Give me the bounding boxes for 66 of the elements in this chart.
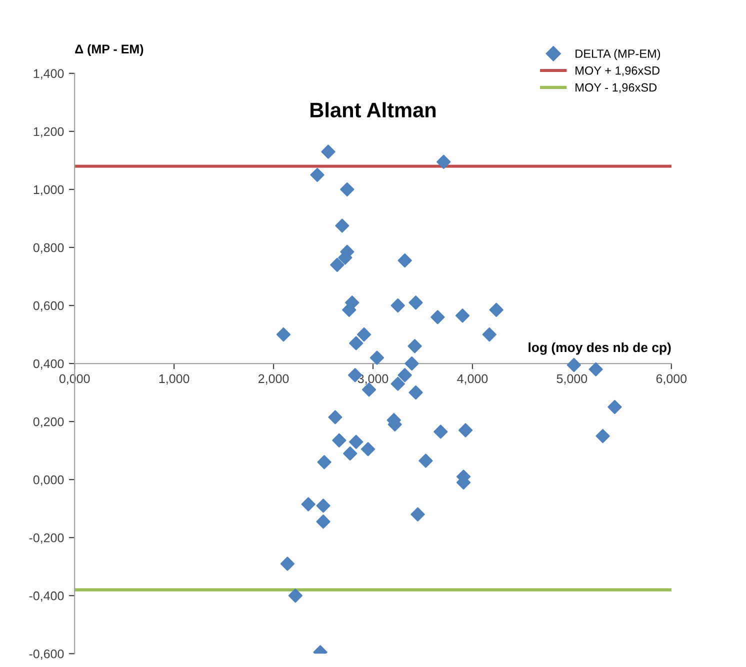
y-tick-label: -0,200: [29, 533, 64, 544]
point: [566, 358, 581, 372]
y-tick-label: 0,200: [33, 417, 64, 428]
x-tick-label: 1,000: [159, 374, 190, 385]
point: [288, 588, 302, 603]
point: [342, 302, 356, 317]
point: [330, 258, 344, 272]
point: [390, 298, 405, 313]
point: [301, 497, 316, 512]
x-axis-title: log (moy des nb de cp): [528, 342, 671, 355]
point: [489, 302, 504, 317]
point: [410, 507, 425, 522]
point: [404, 356, 419, 371]
point: [280, 556, 295, 571]
point: [349, 336, 364, 350]
y-tick-label: 1,200: [34, 127, 64, 138]
point: [310, 168, 324, 182]
point: [335, 218, 350, 233]
point: [608, 400, 622, 414]
y-tick-label: 0,000: [33, 475, 64, 486]
point: [596, 428, 610, 444]
point: [430, 310, 445, 324]
point: [317, 455, 332, 470]
point: [349, 434, 364, 449]
point: [390, 376, 405, 391]
legend-label: DELTA (MP-EM): [576, 49, 660, 60]
y-tick-label: 0,600: [33, 301, 64, 312]
point: [343, 446, 358, 461]
point: [276, 327, 291, 342]
x-tick-label: 4,000: [457, 374, 488, 385]
point: [356, 327, 372, 342]
point: [434, 424, 448, 439]
x-tick-label: 0,000: [59, 374, 90, 385]
x-tick-label: 2,000: [258, 374, 289, 385]
point: [340, 182, 354, 196]
point: [408, 339, 422, 354]
point: [408, 296, 423, 310]
x-tick-label: 3,000: [358, 374, 388, 385]
point: [588, 362, 603, 376]
y-axis-title: Δ (MP - EM): [75, 44, 144, 56]
point: [482, 327, 496, 342]
legend-label: MOY - 1,96xSD: [576, 83, 657, 94]
y-tick-label: 0,800: [33, 243, 64, 254]
legend-label: MOY + 1,96xSD: [576, 66, 660, 76]
point: [332, 433, 346, 448]
y-tick-label: 0,400: [33, 359, 64, 370]
y-tick-label: 1,000: [34, 185, 64, 196]
point: [436, 154, 451, 169]
y-tick-label: 1,400: [34, 69, 64, 80]
x-tick-label: 5,000: [556, 374, 588, 385]
point: [398, 253, 412, 268]
point: [370, 350, 384, 365]
point: [316, 514, 330, 529]
x-tick-label: 6,000: [656, 374, 687, 385]
point: [458, 423, 473, 438]
point: [455, 308, 470, 323]
point: [398, 368, 412, 382]
y-tick-label: -0,600: [29, 649, 64, 660]
point: [328, 410, 342, 424]
point: [316, 498, 330, 513]
text: Blant Altman: [310, 102, 436, 118]
y-tick-label: -0,400: [29, 591, 64, 602]
point: [360, 442, 376, 456]
point: [321, 144, 336, 159]
point: [418, 454, 433, 468]
point: [408, 385, 423, 400]
